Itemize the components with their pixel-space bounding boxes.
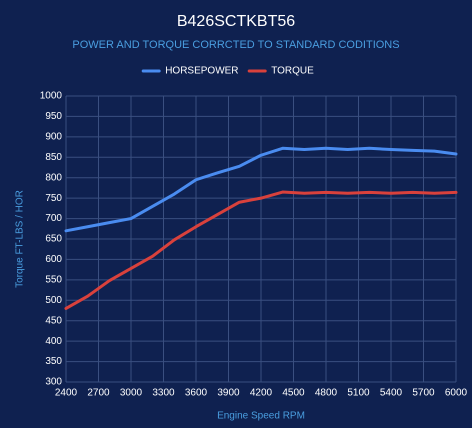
y-tick-label: 350 — [45, 356, 62, 367]
y-tick-label: 800 — [45, 172, 62, 183]
y-tick-label: 900 — [45, 131, 62, 142]
x-tick-label: 3600 — [185, 388, 208, 399]
x-tick-label: 3000 — [120, 388, 143, 399]
x-tick-label: 2400 — [55, 388, 78, 399]
x-tick-label: 5100 — [347, 388, 370, 399]
line-series — [64, 190, 458, 310]
y-tick-label: 500 — [45, 295, 62, 306]
x-tick-label: 4200 — [250, 388, 273, 399]
y-tick-label: 750 — [45, 193, 62, 204]
x-tick-label: 6000 — [445, 388, 468, 399]
x-tick-label: 3300 — [152, 388, 175, 399]
y-tick-label: 450 — [45, 315, 62, 326]
y-tick-label: 950 — [45, 111, 62, 122]
x-tick-label: 4500 — [282, 388, 305, 399]
legend-label: TORQUE — [271, 66, 314, 77]
chart-title: B426SCTKBT56 — [177, 13, 295, 30]
x-tick-label: 2700 — [87, 388, 110, 399]
line-series — [64, 146, 458, 233]
y-tick-label: 400 — [45, 336, 62, 347]
y-axis-label: Torque FT-LBS / HOR — [15, 190, 26, 288]
y-tick-label: 550 — [45, 274, 62, 285]
x-tick-label: 5700 — [412, 388, 435, 399]
x-tick-label: 3900 — [217, 388, 240, 399]
y-tick-label: 1000 — [40, 91, 63, 102]
y-tick-label: 300 — [45, 377, 62, 388]
legend-label: HORSEPOWER — [165, 66, 238, 77]
y-tick-label: 850 — [45, 152, 62, 163]
x-tick-label: 4800 — [315, 388, 338, 399]
y-tick-label: 700 — [45, 213, 62, 224]
x-axis-label: Engine Speed RPM — [217, 411, 305, 422]
chart-subtitle: POWER AND TORQUE CORRCTED TO STANDARD CO… — [72, 39, 399, 51]
y-tick-label: 600 — [45, 254, 62, 265]
y-tick-label: 650 — [45, 234, 62, 245]
x-tick-label: 5400 — [380, 388, 403, 399]
